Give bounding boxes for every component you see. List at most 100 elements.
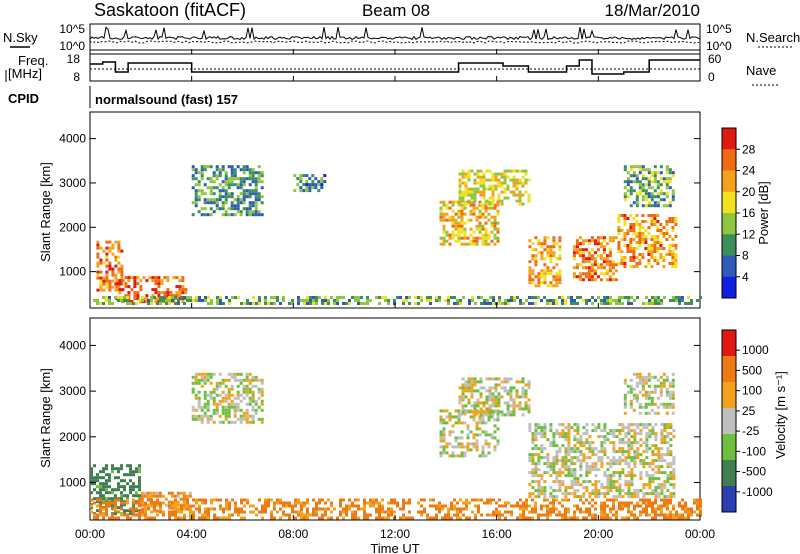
data-cell — [608, 266, 612, 270]
data-cell — [629, 405, 633, 409]
data-cell — [105, 258, 109, 262]
data-cell — [623, 378, 627, 382]
data-cell — [456, 501, 459, 505]
data-cell — [590, 236, 594, 240]
data-cell — [257, 405, 261, 409]
data-cell — [617, 214, 621, 217]
data-cell — [621, 507, 624, 511]
data-cell — [503, 187, 507, 191]
data-cell — [439, 409, 443, 413]
data-cell — [558, 459, 562, 463]
data-cell — [543, 489, 547, 493]
data-cell — [561, 492, 565, 496]
data-cell — [478, 215, 482, 219]
data-cell — [627, 465, 631, 469]
data-cell — [656, 250, 660, 253]
data-cell — [651, 474, 655, 478]
data-cell — [481, 430, 485, 434]
data-cell — [239, 408, 243, 412]
data-cell — [567, 447, 571, 451]
data-cell — [111, 267, 115, 271]
velocity-data — [90, 372, 702, 520]
data-cell — [543, 471, 547, 475]
data-cell — [183, 513, 186, 517]
data-cell — [239, 372, 243, 376]
data-cell — [111, 285, 115, 289]
data-cell — [660, 429, 664, 433]
data-cell — [204, 501, 207, 505]
data-cell — [636, 516, 639, 520]
data-cell — [641, 220, 645, 223]
data-cell — [239, 213, 243, 217]
data-cell — [448, 442, 452, 446]
data-cell — [573, 429, 577, 433]
data-cell — [276, 498, 279, 502]
data-cell — [120, 503, 123, 507]
data-cell — [618, 471, 622, 475]
data-cell — [405, 296, 408, 299]
data-cell — [660, 489, 664, 493]
data-cell — [561, 296, 564, 299]
data-cell — [623, 259, 627, 262]
data-cell — [654, 495, 658, 499]
data-cell — [594, 474, 598, 478]
data-cell — [639, 438, 643, 442]
data-cell — [630, 444, 634, 448]
data-cell — [549, 245, 553, 249]
power-data — [93, 165, 702, 305]
data-cell — [609, 432, 613, 436]
data-cell — [470, 193, 474, 197]
data-cell — [527, 407, 531, 411]
data-cell — [656, 186, 660, 190]
data-cell — [503, 401, 507, 405]
data-cell — [154, 288, 158, 292]
data-cell — [230, 402, 234, 406]
data-cell — [654, 302, 657, 305]
data-cell — [485, 178, 489, 182]
data-cell — [696, 507, 699, 511]
data-cell — [236, 384, 240, 388]
data-cell — [233, 378, 237, 382]
data-cell — [99, 485, 102, 489]
data-cell — [564, 513, 567, 517]
data-cell — [594, 489, 598, 493]
data-cell — [105, 497, 108, 501]
data-cell — [251, 378, 255, 382]
data-cell — [615, 510, 618, 514]
data-cell — [111, 503, 114, 507]
data-cell — [225, 296, 228, 299]
data-cell — [490, 230, 494, 234]
data-cell — [170, 506, 174, 510]
data-cell — [537, 272, 541, 276]
data-cell — [209, 390, 213, 394]
data-cell — [579, 441, 583, 445]
data-cell — [224, 405, 228, 409]
data-cell — [458, 178, 462, 182]
data-cell — [215, 165, 219, 169]
data-cell — [309, 296, 312, 299]
data-cell — [451, 221, 455, 225]
data-cell — [543, 462, 547, 466]
x-tick-label: 00:00 — [75, 527, 105, 541]
data-cell — [333, 299, 336, 302]
data-cell — [473, 199, 477, 203]
data-cell — [549, 474, 553, 478]
data-cell — [143, 491, 147, 495]
data-cell — [504, 299, 507, 302]
data-cell — [632, 247, 636, 250]
data-cell — [99, 491, 102, 495]
data-cell — [472, 442, 476, 446]
data-cell — [300, 510, 303, 514]
data-cell — [132, 302, 135, 305]
data-cell — [192, 299, 195, 302]
data-cell — [378, 501, 381, 505]
data-cell — [248, 201, 252, 205]
data-cell — [117, 485, 120, 489]
data-cell — [509, 413, 513, 417]
data-cell — [564, 438, 568, 442]
data-cell — [439, 218, 443, 222]
data-cell — [543, 480, 547, 484]
data-cell — [132, 503, 135, 507]
data-cell — [176, 491, 180, 495]
data-cell — [485, 401, 489, 405]
